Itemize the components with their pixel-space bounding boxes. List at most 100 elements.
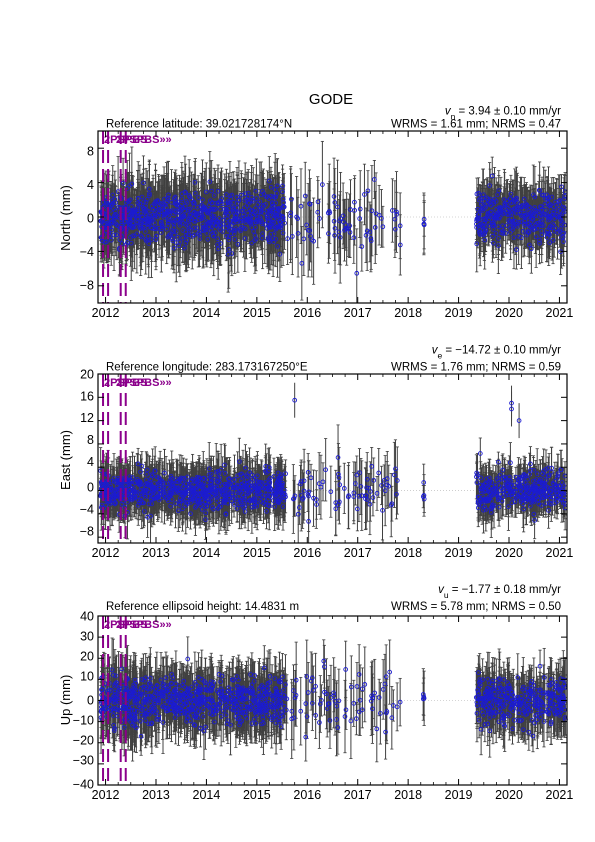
- north-data-point: [485, 197, 491, 202]
- north-velocity-value: = 3.94 ± 0.10 mm/yr: [455, 106, 561, 118]
- north-data-point: [491, 223, 496, 229]
- north-data-point: [144, 207, 149, 213]
- north-data-point: [185, 207, 191, 212]
- north-data-point: [247, 200, 252, 206]
- north-data-point: [504, 223, 510, 228]
- north-data-point: [239, 216, 245, 222]
- north-data-point: [352, 199, 357, 205]
- north-data-point: [335, 204, 340, 210]
- north-data-point: [492, 212, 497, 218]
- north-data-point: [179, 217, 184, 223]
- north-data-point: [146, 186, 152, 192]
- north-data-point: [147, 191, 152, 197]
- north-data-point: [537, 188, 542, 193]
- north-data-point: [171, 211, 176, 216]
- north-data-point: [270, 208, 276, 214]
- north-data-point: [326, 231, 331, 236]
- north-data-point: [546, 203, 552, 208]
- north-data-point: [476, 212, 482, 217]
- north-data-point: [209, 200, 214, 206]
- north-data-point: [362, 192, 367, 197]
- north-data-point: [326, 208, 332, 214]
- north-data-point: [188, 227, 194, 233]
- north-data-point: [373, 211, 379, 217]
- north-data-point: [475, 206, 481, 212]
- north-data-point: [394, 211, 400, 217]
- north-ytick-label: 4: [87, 178, 94, 192]
- north-data-point: [154, 233, 159, 239]
- north-data-point: [191, 203, 197, 209]
- north-data-point: [128, 222, 133, 228]
- north-data-point: [369, 208, 375, 214]
- north-data-point: [508, 225, 513, 231]
- north-data-point: [534, 220, 540, 226]
- north-data-point: [480, 206, 485, 212]
- north-data-point: [215, 188, 221, 194]
- north-data-point: [533, 234, 539, 240]
- north-data-point: [305, 227, 311, 233]
- north-data-point: [177, 222, 183, 228]
- north-data-point: [152, 224, 158, 230]
- north-data-point: [215, 200, 221, 206]
- north-data-point: [481, 192, 486, 198]
- north-data-point: [516, 233, 521, 239]
- north-data-point: [299, 260, 305, 266]
- north-data-point: [104, 239, 109, 245]
- north-data-point: [490, 217, 495, 223]
- north-data-point: [511, 235, 517, 241]
- north-data-point: [486, 220, 491, 225]
- north-data-point: [553, 226, 559, 231]
- north-data-point: [368, 238, 374, 244]
- north-data-point: [518, 204, 523, 210]
- north-data-point: [554, 202, 559, 208]
- north-data-point: [352, 208, 358, 213]
- north-data-point: [557, 198, 563, 203]
- north-data-point: [317, 216, 322, 221]
- north-data-point: [249, 240, 255, 246]
- north-data-point: [166, 192, 171, 198]
- north-data-point: [498, 205, 503, 211]
- north-data-point: [127, 216, 133, 222]
- north-data-point: [242, 236, 248, 241]
- north-data-point: [214, 219, 219, 225]
- north-data-point: [182, 189, 188, 195]
- north-data-point: [505, 206, 511, 211]
- north-data-point: [182, 245, 187, 251]
- north-data-point: [541, 192, 547, 198]
- north-data-point: [209, 224, 215, 230]
- north-data-point: [521, 196, 527, 202]
- north-points: [98, 173, 568, 276]
- north-data-point: [258, 208, 264, 214]
- north-data-point: [561, 209, 566, 215]
- north-data-point: [260, 221, 265, 227]
- north-data-point: [175, 213, 181, 219]
- north-data-point: [150, 206, 156, 212]
- north-ytick-label: 0: [87, 212, 94, 226]
- north-data-point: [239, 208, 244, 214]
- north-data-point: [344, 226, 350, 232]
- north-data-point: [180, 235, 186, 241]
- north-data-point: [224, 233, 229, 239]
- north-data-point: [225, 200, 231, 206]
- north-data-point: [191, 200, 197, 206]
- north-data-point: [206, 209, 212, 214]
- north-data-point: [196, 231, 201, 236]
- north-data-point: [544, 231, 549, 236]
- north-data-point: [141, 207, 147, 212]
- north-data-point: [496, 224, 501, 230]
- north-data-point: [160, 224, 165, 230]
- north-data-point: [392, 216, 398, 222]
- north-data-point: [258, 192, 264, 198]
- east-wrms-text: WRMS = 1.76 mm; NRMS = 0.59: [391, 362, 561, 374]
- north-xtick-label: 2013: [142, 306, 170, 320]
- north-data-point: [307, 201, 313, 207]
- north-data-point: [135, 207, 141, 213]
- north-data-point: [397, 242, 403, 248]
- north-data-point: [301, 236, 307, 242]
- north-data-point: [503, 202, 508, 208]
- north-data-point: [213, 206, 218, 212]
- panel-east: Reference longitude: 283.173167250°E ve …: [58, 345, 573, 561]
- north-data-point: [489, 209, 494, 215]
- north-data-point: [268, 184, 274, 190]
- north-data-point: [288, 213, 293, 219]
